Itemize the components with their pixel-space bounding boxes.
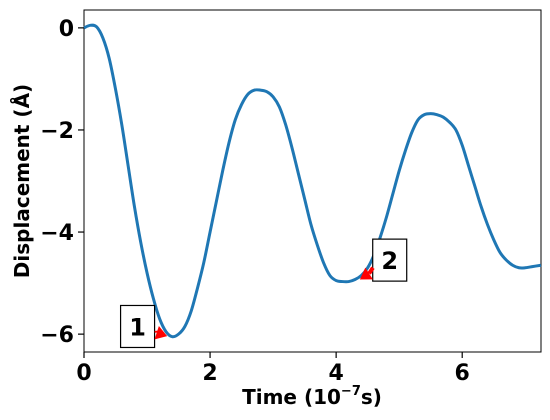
y-tick-label: 0 <box>59 17 74 42</box>
annotation-label: 2 <box>381 247 398 275</box>
annotation-box <box>119 304 156 349</box>
x-tick-label: 6 <box>455 361 470 386</box>
x-axis-label-main: Time (10 <box>242 385 341 409</box>
y-tick-label: −4 <box>40 221 74 246</box>
x-tick-label: 0 <box>76 361 91 386</box>
annotation-label: 1 <box>129 313 146 341</box>
annotation-box <box>372 238 408 282</box>
x-axis-label: Time (10−7s) <box>242 384 382 409</box>
series-line <box>83 23 542 339</box>
x-tick-label: 4 <box>328 361 343 386</box>
y-tick-label: −2 <box>40 119 74 144</box>
annotation-arrow-shaft <box>367 266 375 275</box>
x-axis-label-sup: −7 <box>341 384 361 399</box>
x-axis-label-tail: s) <box>361 385 382 409</box>
y-axis-label: Displacement (Å) <box>10 84 34 278</box>
y-tick-label: −6 <box>40 323 74 348</box>
plot-area <box>83 9 542 353</box>
annotation-arrow-head <box>359 267 373 280</box>
annotation-arrow-head <box>154 326 168 340</box>
x-tick-label: 2 <box>202 361 217 386</box>
